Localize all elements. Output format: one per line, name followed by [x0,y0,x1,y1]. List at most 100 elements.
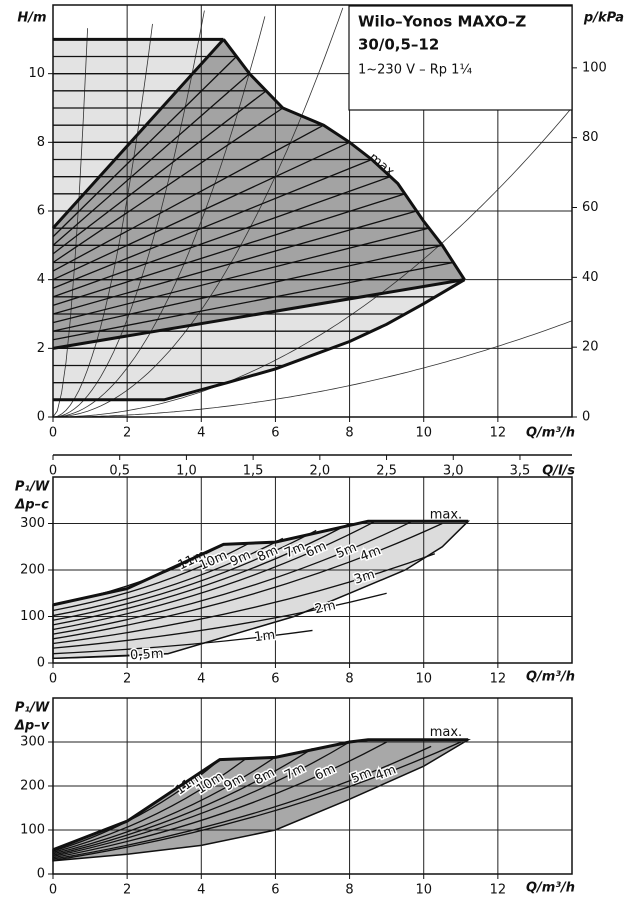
y-tick-label: 300 [20,735,45,750]
x-tick-label: 12 [490,426,507,441]
x2-tick-label: 3,0 [443,464,464,479]
x-tick-label: 6 [271,883,279,898]
y-tick-label: 100 [20,823,45,838]
y-axis-label-2: Δp–v [14,719,50,734]
y-axis-label: P₁/W [15,480,50,495]
power-curve [52,537,284,617]
dp-v-line [52,193,406,307]
power-curve [52,520,376,631]
system-curve [52,28,88,418]
system-curve [52,16,266,418]
power-curve [52,522,350,626]
power-curve [52,759,221,852]
power-curve [52,741,350,858]
x2-tick-label: 0 [49,464,57,479]
x-tick-label: 8 [345,672,353,687]
dp-v-line [51,38,225,230]
y2-tick-label: 0 [582,410,590,425]
power-curve [52,542,250,612]
annotation: max. [430,725,462,740]
title-box [348,5,573,111]
x2-tick-label: 0,5 [109,464,130,479]
x-tick-label: 10 [415,883,432,898]
power-curve [52,520,413,635]
x-tick-label: 4 [197,672,205,687]
y2-tick-label: 100 [582,60,607,75]
power-curve [52,529,317,621]
power-curve [52,748,313,856]
power-curve [52,741,462,862]
x-tick-label: 0 [49,883,57,898]
y-tick-label: 0 [37,867,45,882]
y2-axis-label: p/kPa [583,11,624,26]
max-line [52,738,469,852]
y-tick-label: 300 [20,516,45,531]
max-curve [222,38,466,281]
system-curve [53,107,573,418]
power-curve [52,745,432,860]
x-tick-label: 10 [415,426,432,441]
dp-v-line [52,227,430,324]
x-tick-label: 12 [490,883,507,898]
x-tick-label: 2 [123,426,131,441]
x-tick-label: 10 [415,672,432,687]
y2-tick-label: 60 [582,200,599,215]
dp-v-line [52,176,391,298]
x2-tick-label: 1,0 [176,464,197,479]
y-axis-label: H/m [17,11,46,26]
x-tick-label: 0 [49,672,57,687]
x2-tick-label: 3,5 [510,464,531,479]
x-tick-label: 2 [123,672,131,687]
power-curve [52,758,247,854]
y-tick-label: 100 [20,609,45,624]
dp-v-line [52,158,373,289]
y-tick-label: 200 [20,563,45,578]
x-tick-label: 4 [197,426,205,441]
chart-title: Wilo–Yonos MAXO–Z [358,13,526,31]
power-curve [52,629,313,655]
system-curve [52,23,153,418]
x-tick-label: 8 [345,883,353,898]
dp-v-line [52,124,324,272]
x2-tick-label: 2,5 [376,464,397,479]
y-tick-label: 4 [37,272,45,287]
x-tick-label: 6 [271,426,279,441]
x-tick-label: 8 [345,426,353,441]
y-tick-label: 10 [28,66,45,81]
y-tick-label: 200 [20,779,45,794]
power-curve [52,756,276,855]
x-tick-label: 0 [49,426,57,441]
chart-subtitle: 30/0,5–12 [358,36,439,54]
dp-v-line [52,261,454,341]
y2-tick-label: 80 [582,130,599,145]
dp-v-line [52,244,443,332]
dp-v-line [52,90,267,255]
dp-v-line [52,210,417,315]
y-tick-label: 0 [37,410,45,425]
curve-label: 2m [313,598,337,617]
chart-note: 1~230 V – Rp 1¼ [358,63,472,78]
x2-axis-label: Q/l/s [542,464,575,479]
y-tick-label: 0 [37,656,45,671]
x-tick-label: 2 [123,883,131,898]
curve-label: 1m [253,628,276,645]
y-axis-label: P₁/W [15,701,50,716]
y2-tick-label: 20 [582,340,599,355]
dp-v-line [52,278,465,350]
annotation: max. [430,508,462,523]
system-curve [52,7,344,418]
dp-v-line [52,73,250,246]
power-curve [52,592,387,649]
y-tick-label: 6 [37,204,45,219]
x2-tick-label: 2,0 [309,464,330,479]
dp-v-line [52,56,237,238]
y-tick-label: 2 [37,341,45,356]
x-axis-label: Q/m³/h [526,881,575,896]
max-line [52,519,469,607]
y2-tick-label: 40 [582,270,599,285]
y-tick-label: 8 [37,135,45,150]
curve-label: 0,5m [130,647,164,664]
x-axis-label: Q/m³/h [526,670,575,685]
x-tick-label: 4 [197,883,205,898]
